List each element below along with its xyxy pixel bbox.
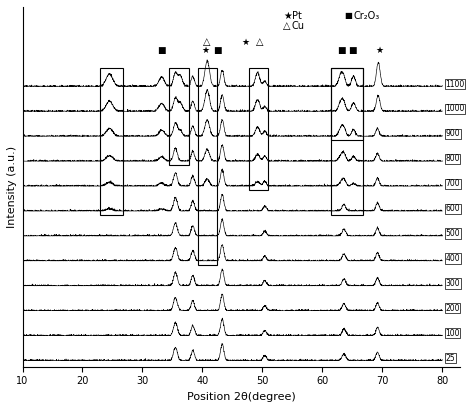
Bar: [100, 68, 123, 215]
Y-axis label: Intensity (a.u.): Intensity (a.u.): [7, 146, 17, 228]
Text: 100: 100: [445, 329, 460, 338]
Text: ■: ■: [337, 46, 346, 55]
Text: △: △: [203, 37, 211, 47]
Text: 1100: 1100: [445, 80, 465, 89]
Text: 200: 200: [445, 304, 460, 313]
Text: 1000: 1000: [445, 104, 465, 113]
Text: Cr₂O₃: Cr₂O₃: [353, 11, 379, 21]
Text: ■: ■: [344, 11, 352, 20]
Bar: [331, 68, 363, 140]
Text: 500: 500: [445, 229, 460, 238]
X-axis label: Position 2θ(degree): Position 2θ(degree): [187, 392, 296, 402]
Bar: [331, 68, 363, 215]
Text: ■: ■: [157, 46, 166, 55]
Text: 300: 300: [445, 279, 460, 288]
Text: ★: ★: [375, 46, 383, 55]
Bar: [249, 68, 268, 190]
Text: 700: 700: [445, 179, 460, 188]
Text: 25: 25: [445, 354, 455, 363]
Bar: [169, 68, 189, 165]
Text: Pt: Pt: [292, 11, 301, 21]
Text: △: △: [255, 37, 263, 47]
Text: ★: ★: [242, 38, 250, 47]
Text: ■: ■: [213, 46, 222, 55]
Text: Cu: Cu: [292, 21, 305, 31]
Text: 400: 400: [445, 254, 460, 263]
Text: ■: ■: [348, 46, 356, 55]
Text: 800: 800: [445, 154, 460, 163]
Text: 900: 900: [445, 129, 460, 138]
Text: ★: ★: [201, 46, 210, 55]
Text: △: △: [283, 21, 291, 31]
Bar: [198, 68, 218, 265]
Text: 600: 600: [445, 204, 460, 213]
Text: ★: ★: [283, 11, 292, 21]
